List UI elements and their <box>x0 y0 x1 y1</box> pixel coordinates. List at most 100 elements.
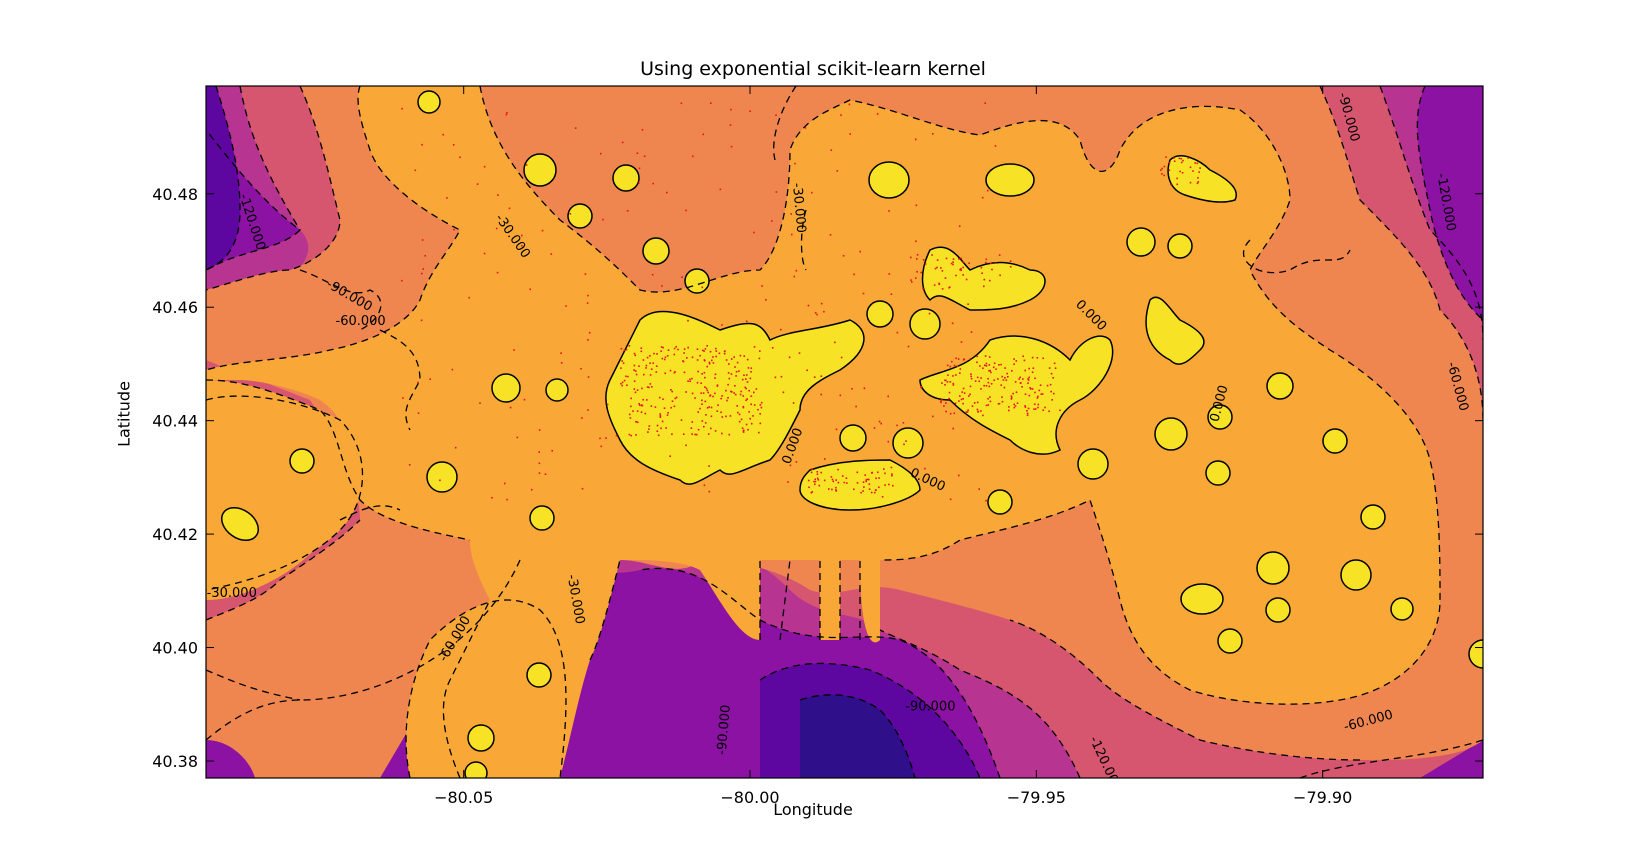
observation-point <box>642 398 644 401</box>
observation-point <box>749 110 751 112</box>
observation-point <box>1042 409 1044 411</box>
observation-point <box>544 473 547 475</box>
observation-point <box>1049 383 1052 386</box>
observation-point <box>701 286 704 289</box>
observation-point <box>632 410 634 412</box>
observation-point <box>620 367 622 369</box>
observation-point <box>988 385 991 388</box>
observation-point <box>940 400 942 403</box>
observation-point <box>840 114 842 116</box>
observation-point <box>749 417 751 420</box>
observation-point <box>737 411 739 414</box>
observation-point <box>831 478 834 481</box>
observation-point <box>862 292 865 295</box>
observation-point <box>806 369 808 372</box>
observation-point <box>621 141 624 144</box>
observation-point <box>625 375 627 378</box>
observation-point <box>1031 388 1034 390</box>
observation-point <box>1041 393 1044 395</box>
observation-point <box>648 425 651 427</box>
observation-point <box>820 393 822 396</box>
observation-points <box>401 102 1201 502</box>
observation-point <box>742 406 745 409</box>
observation-point <box>1013 363 1015 365</box>
observation-point <box>714 430 717 432</box>
observation-point <box>704 376 706 379</box>
observation-point <box>814 483 816 486</box>
observation-point <box>747 428 749 431</box>
contour-label: -90.000 <box>905 700 955 715</box>
observation-point <box>943 405 945 407</box>
observation-point <box>656 430 659 432</box>
observation-point <box>707 391 709 394</box>
observation-point <box>491 497 493 499</box>
observation-point <box>745 399 747 402</box>
observation-point <box>814 478 816 481</box>
observation-point <box>989 279 991 282</box>
observation-point <box>788 356 791 359</box>
observation-point <box>660 427 662 430</box>
observation-point <box>422 268 424 270</box>
observation-point <box>1196 162 1199 165</box>
observation-point <box>506 112 508 114</box>
observation-point <box>584 273 587 275</box>
observation-point <box>673 371 676 374</box>
observation-point <box>949 498 952 501</box>
observation-point <box>752 415 754 417</box>
observation-point <box>652 182 654 185</box>
observation-point <box>863 486 865 488</box>
observation-point <box>771 220 773 222</box>
observation-point <box>789 464 792 467</box>
observation-point <box>888 210 890 212</box>
contour-plot-area: -120.000-90.000-60.000-30.000-30.000-60.… <box>206 86 1483 778</box>
observation-point <box>995 368 997 370</box>
observation-point <box>1160 169 1162 171</box>
observation-point <box>820 302 823 305</box>
observation-point <box>635 434 637 436</box>
y-tick-label: 40.48 <box>152 185 198 204</box>
observation-point <box>753 391 755 394</box>
observation-point <box>1024 393 1027 395</box>
observation-point <box>655 371 658 373</box>
observation-point <box>1033 403 1036 405</box>
observation-point <box>635 420 637 423</box>
observation-point <box>816 313 818 316</box>
observation-point <box>875 477 877 480</box>
observation-point <box>653 352 655 355</box>
observation-point <box>627 375 629 378</box>
observation-point <box>626 384 628 386</box>
observation-point <box>1197 177 1199 179</box>
observation-point <box>983 384 985 387</box>
observation-point <box>401 107 403 110</box>
observation-point <box>706 345 708 347</box>
observation-point <box>745 378 747 380</box>
observation-point <box>949 365 952 368</box>
observation-point <box>648 428 650 430</box>
observation-point <box>1028 376 1030 379</box>
observation-point <box>816 477 819 480</box>
observation-point <box>644 412 647 415</box>
observation-point <box>717 404 719 406</box>
observation-point <box>740 390 742 393</box>
observation-point <box>976 408 979 411</box>
observation-point <box>709 395 711 397</box>
observation-point <box>807 304 810 307</box>
observation-point <box>1006 372 1008 375</box>
observation-point <box>714 373 717 376</box>
observation-point <box>699 407 701 410</box>
observation-point <box>960 257 962 260</box>
observation-point <box>750 422 753 425</box>
observation-point <box>508 207 511 210</box>
observation-point <box>953 412 956 415</box>
observation-point <box>730 108 732 111</box>
observation-point <box>989 396 991 398</box>
observation-point <box>807 479 810 482</box>
observation-point <box>835 490 838 492</box>
x-axis: −80.05 −80.00 −79.95 −79.90 <box>434 86 1352 807</box>
observation-point <box>696 348 699 350</box>
observation-point <box>1011 370 1013 372</box>
observation-point <box>685 391 687 393</box>
observation-point <box>860 491 862 494</box>
observation-point <box>962 266 964 269</box>
observation-point <box>936 266 938 269</box>
